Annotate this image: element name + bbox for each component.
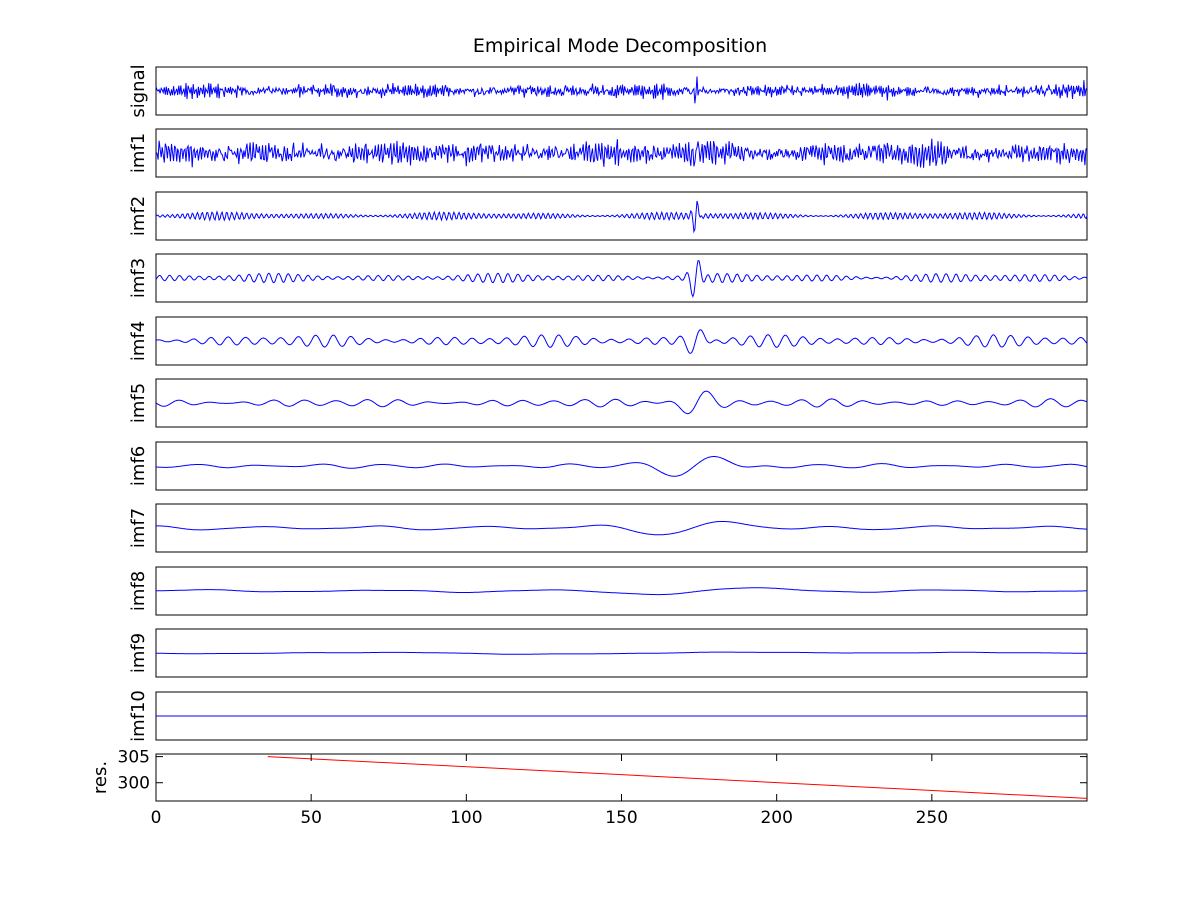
panel-label-imf5: imf5 bbox=[128, 383, 149, 423]
trace-imf8 bbox=[156, 587, 1087, 596]
panel-label-imf8: imf8 bbox=[128, 571, 149, 611]
panel-label-imf7: imf7 bbox=[128, 508, 149, 548]
panel-label-imf4: imf4 bbox=[128, 321, 149, 361]
chart-title: Empirical Mode Decomposition bbox=[473, 35, 767, 57]
panel-frame-imf3 bbox=[155, 253, 1088, 303]
xtick-label-200: 200 bbox=[760, 808, 792, 828]
trace-imf6 bbox=[155, 456, 1088, 477]
panel-label-imf9: imf9 bbox=[128, 633, 149, 673]
panel-frame-imf4 bbox=[155, 316, 1088, 366]
trace-signal bbox=[155, 76, 1088, 104]
trace-imf4 bbox=[155, 329, 1088, 354]
trace-imf5 bbox=[155, 390, 1088, 415]
xtick-label-150: 150 bbox=[605, 808, 637, 828]
trace-imf2 bbox=[155, 200, 1088, 234]
panel-label-signal: signal bbox=[128, 64, 149, 117]
panel-label-imf1: imf1 bbox=[128, 133, 149, 173]
residual-line bbox=[267, 756, 1088, 799]
res-ytick-label-300: 300 bbox=[118, 774, 150, 794]
panel-label-res: res. bbox=[90, 761, 111, 794]
panel-frame-res bbox=[155, 753, 1088, 802]
trace-imf7 bbox=[156, 521, 1088, 536]
panel-label-imf10: imf10 bbox=[128, 690, 149, 742]
xtick-label-100: 100 bbox=[450, 808, 482, 828]
res-ytick-label-305: 305 bbox=[118, 748, 150, 768]
xtick-label-0: 0 bbox=[151, 808, 162, 828]
panel-label-imf2: imf2 bbox=[128, 196, 149, 236]
trace-imf9 bbox=[156, 651, 1087, 655]
xtick-label-50: 50 bbox=[300, 808, 322, 828]
panels-group: signal imf1 imf2 imf3 imf4 imf5 imf6 imf7 imf8 im… bbox=[90, 64, 1088, 828]
trace-imf3 bbox=[155, 260, 1088, 298]
panel-label-imf3: imf3 bbox=[128, 258, 149, 298]
xtick-label-250: 250 bbox=[916, 808, 948, 828]
panel-frame-imf2 bbox=[155, 191, 1088, 241]
panel-frame-imf5 bbox=[155, 378, 1088, 428]
panel-label-imf6: imf6 bbox=[128, 446, 149, 486]
trace-imf1 bbox=[155, 138, 1088, 168]
